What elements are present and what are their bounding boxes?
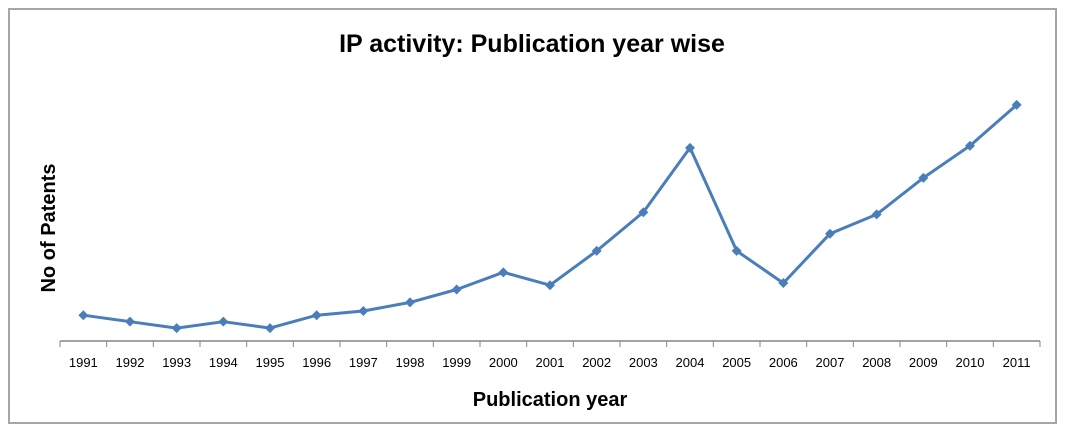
x-tick-label: 1996: [302, 355, 331, 370]
chart-title: IP activity: Publication year wise: [339, 30, 725, 58]
x-tick-label: 2000: [489, 355, 518, 370]
x-tick-label: 1995: [256, 355, 285, 370]
data-point-marker: [871, 209, 882, 220]
data-point-marker: [965, 140, 975, 151]
x-axis-title: Publication year: [473, 389, 628, 411]
data-point-marker: [778, 278, 789, 289]
data-point-marker: [171, 323, 182, 334]
x-tick-label: 2007: [816, 355, 845, 370]
data-point-marker: [405, 297, 415, 308]
x-tick-label: 2008: [862, 355, 891, 370]
data-point-marker: [731, 245, 742, 256]
data-point-marker: [545, 280, 555, 291]
x-tick-label: 1998: [396, 355, 425, 370]
data-point-marker: [358, 305, 369, 316]
y-axis-title: No of Patents: [38, 164, 60, 293]
data-point-marker: [918, 172, 929, 183]
data-point-marker: [125, 316, 135, 327]
x-tick-label: 1997: [349, 355, 378, 370]
data-point-marker: [265, 323, 275, 334]
x-tick-label: 2010: [956, 355, 985, 370]
data-point-marker: [451, 284, 462, 295]
data-point-marker: [78, 310, 89, 321]
x-tick-label: 2003: [629, 355, 658, 370]
data-point-marker: [311, 310, 322, 321]
x-tick-label: 1992: [116, 355, 145, 370]
x-tick-label: 2005: [722, 355, 751, 370]
data-point-marker: [638, 207, 649, 218]
x-tick-label: 2011: [1003, 355, 1031, 370]
x-tick-label: 1993: [162, 355, 191, 370]
data-point-marker: [591, 245, 602, 256]
x-tick-label: 2004: [676, 355, 705, 370]
data-point-marker: [825, 228, 835, 239]
x-tick-label: 1999: [442, 355, 471, 370]
x-tick-label: 2006: [769, 355, 798, 370]
data-point-marker: [498, 267, 509, 278]
x-tick-label: 2002: [582, 355, 611, 370]
x-tick-label: 2009: [909, 355, 938, 370]
data-point-marker: [1011, 99, 1022, 110]
x-tick-label: 1991: [69, 355, 98, 370]
data-point-marker: [218, 316, 229, 327]
x-tick-label: 2001: [536, 355, 565, 370]
chart-frame: [8, 8, 1057, 424]
data-point-marker: [685, 142, 695, 153]
x-tick-label: 1994: [209, 355, 238, 370]
